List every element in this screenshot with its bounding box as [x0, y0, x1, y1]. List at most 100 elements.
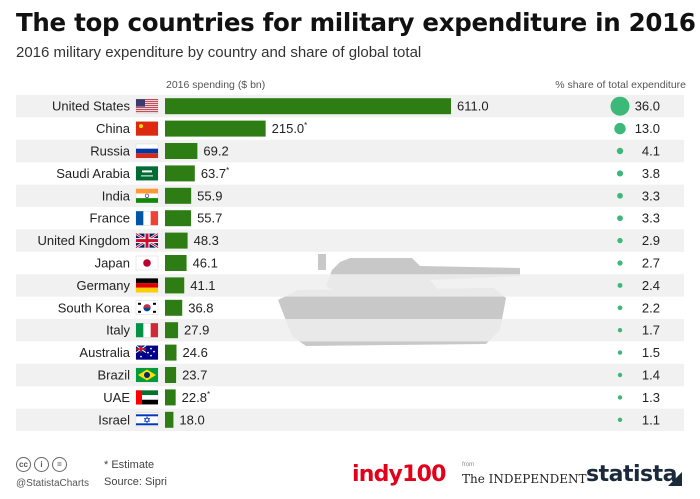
country-label: India — [102, 188, 131, 203]
share-value-label: 3.3 — [642, 188, 660, 203]
spend-bar — [165, 299, 183, 316]
row-band — [16, 363, 684, 387]
share-dot — [617, 305, 623, 311]
country-label: UAE — [103, 390, 130, 405]
share-dot — [617, 215, 623, 222]
row-band — [16, 319, 684, 342]
no-derivatives-icon: = — [52, 457, 67, 472]
spend-value-label: 18.0 — [179, 412, 204, 427]
spend-value-label: 55.7 — [197, 211, 222, 226]
share-value-label: 2.7 — [642, 256, 660, 271]
indy100-logo: indy100 — [352, 462, 446, 487]
spend-bar — [165, 210, 192, 227]
chart-row: United Kingdom 48.3 2.9 — [16, 229, 684, 252]
israel-flag-icon — [135, 412, 159, 427]
country-label: United Kingdom — [38, 233, 131, 248]
estimate-mark: * — [207, 390, 210, 399]
share-value-label: 2.2 — [642, 300, 660, 315]
chart-row: Germany 41.1 2.4 — [16, 274, 684, 297]
country-label: Saudi Arabia — [56, 166, 130, 181]
statista-mark-icon — [668, 472, 682, 486]
spend-value-label: 63.7* — [201, 166, 229, 181]
uk-flag-icon — [135, 232, 159, 249]
spend-bar — [165, 389, 176, 406]
spend-bar — [165, 232, 188, 249]
country-label: Japan — [95, 256, 130, 271]
spend-value-label: 69.2 — [203, 144, 228, 159]
country-label: Australia — [79, 345, 130, 360]
france-flag-icon — [135, 210, 159, 226]
spend-value-label: 23.7 — [182, 368, 207, 383]
estimate-mark: * — [304, 121, 307, 130]
spend-value-label: 48.3 — [194, 233, 219, 248]
attribution-icon: i — [34, 457, 49, 472]
spend-bar — [165, 165, 195, 182]
chart-row: India 55.9 3.3 — [16, 184, 684, 207]
spend-value-label: 41.1 — [190, 278, 215, 293]
share-dot — [614, 122, 626, 135]
share-value-label: 1.1 — [642, 412, 660, 427]
us-flag-icon — [135, 98, 159, 114]
chart-row: China 215.0* 13.0 — [96, 120, 660, 137]
statista-logo: statista — [586, 462, 677, 487]
chart-row: Saudi Arabia 63.7* 3.8 — [56, 165, 660, 182]
country-label: South Korea — [58, 300, 131, 315]
spend-value-label: 55.9 — [197, 188, 222, 203]
germany-flag-icon — [135, 278, 159, 293]
country-label: Brazil — [97, 368, 130, 383]
share-value-label: 13.0 — [635, 121, 660, 136]
chart-row: United States 611.0 36.0 — [16, 95, 684, 118]
chart-row: UAE 22.8* 1.3 — [103, 389, 660, 406]
spend-value-label: 611.0 — [457, 99, 489, 114]
spend-bar — [165, 255, 187, 271]
spend-value-label: 22.8* — [182, 390, 210, 405]
spend-bar — [165, 322, 179, 339]
share-dot — [617, 282, 623, 288]
share-column-label: % share of total expenditure — [555, 79, 686, 91]
source-note: Source: Sipri — [104, 476, 167, 488]
japan-flag-icon — [135, 255, 159, 271]
uae-flag-icon — [135, 390, 159, 405]
share-dot — [617, 372, 623, 378]
share-dot — [610, 96, 630, 116]
share-value-label: 3.3 — [642, 211, 660, 226]
share-value-label: 36.0 — [635, 99, 660, 114]
share-value-label: 2.9 — [642, 233, 660, 248]
share-value-label: 3.8 — [642, 166, 660, 181]
share-value-label: 1.3 — [642, 390, 660, 405]
country-label: Russia — [90, 144, 131, 159]
share-dot — [616, 147, 624, 155]
spend-bar — [165, 120, 266, 137]
chart-row: Israel 18.0 1.1 — [16, 408, 684, 431]
share-dot — [616, 170, 624, 177]
share-value-label: 1.5 — [642, 345, 660, 360]
spend-value-label: 215.0* — [272, 121, 308, 136]
estimate-note: * Estimate — [104, 459, 155, 471]
page-title: The top countries for military expenditu… — [16, 8, 696, 37]
creative-commons-icon: cc — [16, 457, 31, 472]
share-value-label: 2.4 — [642, 278, 660, 293]
row-band — [16, 408, 684, 431]
saudi-arabia-flag-icon — [135, 166, 159, 181]
spend-value-label: 24.6 — [183, 345, 208, 360]
chart-row: Japan 46.1 2.7 — [95, 255, 660, 271]
country-label: Italy — [106, 323, 130, 338]
from-label: from — [462, 462, 474, 468]
independent-logo: The INDEPENDENT — [462, 472, 587, 486]
statista-handle: @StatistaCharts — [16, 478, 89, 489]
china-flag-icon — [135, 121, 159, 136]
share-dot — [617, 417, 623, 422]
spend-bar — [165, 277, 185, 294]
india-flag-icon — [135, 188, 159, 204]
spend-value-label: 27.9 — [184, 323, 209, 338]
country-label: China — [96, 121, 131, 136]
chart-row: Italy 27.9 1.7 — [16, 319, 684, 342]
share-dot — [617, 260, 623, 266]
italy-flag-icon — [135, 323, 159, 338]
country-label: Germany — [77, 278, 131, 293]
spend-value-label: 36.8 — [188, 300, 213, 315]
share-dot — [617, 237, 623, 244]
page-subtitle: 2016 military expenditure by country and… — [16, 44, 422, 61]
south-korea-flag-icon — [135, 300, 159, 315]
